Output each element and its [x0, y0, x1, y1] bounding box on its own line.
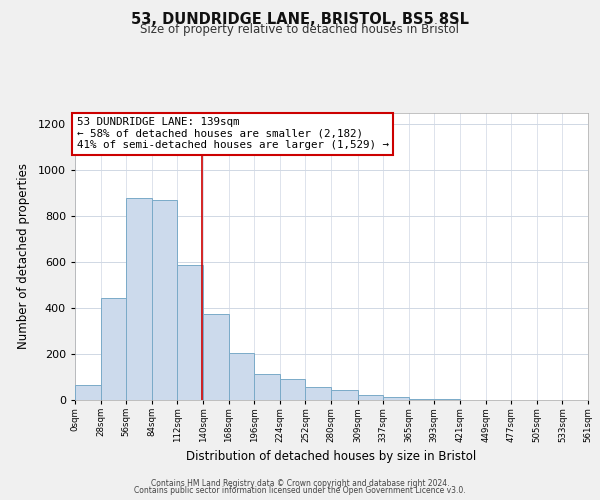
Bar	[331, 390, 358, 400]
Bar	[280, 380, 305, 400]
Text: Contains HM Land Registry data © Crown copyright and database right 2024.: Contains HM Land Registry data © Crown c…	[151, 478, 449, 488]
Text: 53, DUNDRIDGE LANE, BRISTOL, BS5 8SL: 53, DUNDRIDGE LANE, BRISTOL, BS5 8SL	[131, 12, 469, 28]
Text: 53 DUNDRIDGE LANE: 139sqm
← 58% of detached houses are smaller (2,182)
41% of se: 53 DUNDRIDGE LANE: 139sqm ← 58% of detac…	[77, 117, 389, 150]
Bar	[229, 353, 254, 400]
Bar	[358, 396, 383, 400]
Bar	[178, 266, 203, 400]
Text: Size of property relative to detached houses in Bristol: Size of property relative to detached ho…	[140, 22, 460, 36]
Y-axis label: Number of detached properties: Number of detached properties	[17, 163, 29, 350]
Bar	[305, 388, 331, 400]
Bar	[75, 385, 101, 400]
Bar	[152, 200, 178, 400]
Bar	[126, 198, 152, 400]
Bar	[383, 396, 409, 400]
Text: Contains public sector information licensed under the Open Government Licence v3: Contains public sector information licen…	[134, 486, 466, 495]
Bar	[101, 298, 126, 400]
Bar	[254, 374, 280, 400]
Bar	[203, 314, 229, 400]
Bar	[409, 399, 434, 400]
X-axis label: Distribution of detached houses by size in Bristol: Distribution of detached houses by size …	[187, 450, 476, 463]
